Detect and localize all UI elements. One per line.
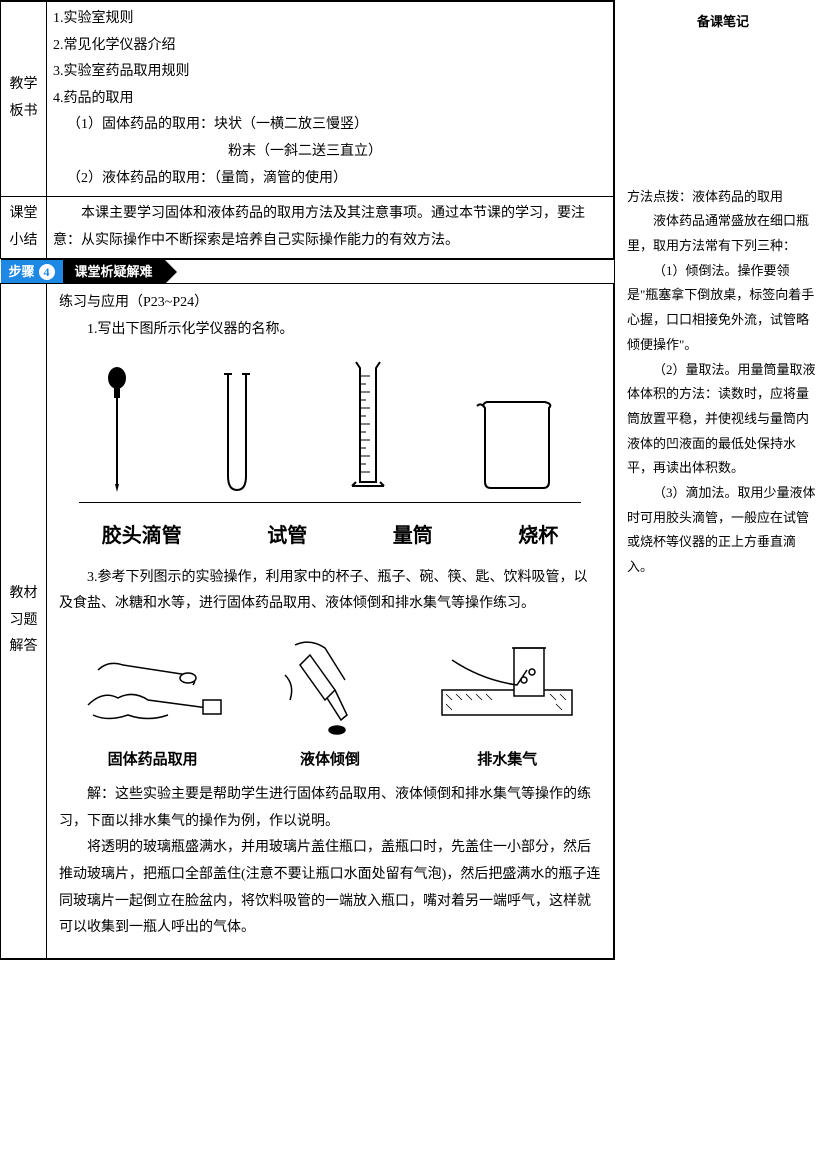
- tb-item-5: （1）固体药品的取用：块状（一横二放三慢竖）: [53, 112, 607, 139]
- op-label-2: 液体倾倒: [265, 746, 395, 775]
- notes-title: 备课笔记: [627, 10, 819, 35]
- inst-label-2: 试管: [267, 517, 307, 555]
- step-bar: 步骤 4 课堂析疑解难: [1, 259, 614, 283]
- pour-op-icon: [265, 630, 395, 740]
- tb-item-3: 3.实验室药品取用规则: [53, 59, 607, 86]
- instrument-dropper: [97, 366, 137, 496]
- op-water: 排水集气: [432, 630, 582, 775]
- teaching-board-label: 教学板书: [1, 2, 47, 197]
- exercise-heading: 练习与应用（P23~P24）: [59, 290, 601, 317]
- answer-para-1: 解：这些实验主要是帮助学生进行固体药品取用、液体倾倒和排水集气等操作的练习，下面…: [59, 782, 601, 835]
- question-3: 3.参考下列图示的实验操作，利用家中的杯子、瓶子、碗、筷、匙、饮料吸管，以及食盐…: [59, 565, 601, 618]
- tb-item-1: 1.实验室规则: [53, 6, 607, 33]
- instruments-row: [59, 356, 601, 496]
- step-tag: 步骤 4: [1, 260, 63, 283]
- inst-label-4: 烧杯: [518, 517, 558, 555]
- tb-item-4: 4.药品的取用: [53, 86, 607, 113]
- instrument-cylinder: [338, 356, 398, 496]
- page-root: 教学板书 1.实验室规则 2.常见化学仪器介绍 3.实验室药品取用规则 4.药品…: [0, 0, 827, 960]
- instrument-labels-row: 胶头滴管 试管 量筒 烧杯: [59, 513, 601, 555]
- sidebar: 备课笔记 方法点拨：液体药品的取用 液体药品通常盛放在细口瓶里，取用方法常有下列…: [615, 0, 827, 960]
- tip-heading: 方法点拨：液体药品的取用: [627, 185, 819, 210]
- op-label-3: 排水集气: [432, 746, 582, 775]
- tb-item-7: （2）液体药品的取用：（量筒，滴管的使用）: [53, 166, 607, 193]
- teaching-board-content: 1.实验室规则 2.常见化学仪器介绍 3.实验室药品取用规则 4.药品的取用 （…: [47, 2, 614, 197]
- cylinder-icon: [338, 356, 398, 496]
- tb-item-2: 2.常见化学仪器介绍: [53, 33, 607, 60]
- op-label-1: 固体药品取用: [78, 746, 228, 775]
- instrument-beaker: [473, 396, 563, 496]
- inst-label-3: 量筒: [393, 517, 433, 555]
- inst-label-1: 胶头滴管: [102, 517, 182, 555]
- instruments-divider: [79, 502, 581, 503]
- instrument-test-tube: [212, 366, 262, 496]
- step-number: 4: [39, 264, 55, 280]
- water-op-icon: [432, 630, 582, 740]
- exercises-content: 练习与应用（P23~P24） 1.写出下图所示化学仪器的名称。: [47, 284, 614, 958]
- step-title: 课堂析疑解难: [63, 260, 165, 283]
- tb-item-6: 粉末（一斜二送三直立）: [53, 139, 607, 166]
- class-summary-content: 本课主要学习固体和液体药品的取用方法及其注意事项。通过本节课的学习，要注意：从实…: [47, 197, 614, 259]
- layout-table: 教学板书 1.实验室规则 2.常见化学仪器介绍 3.实验室药品取用规则 4.药品…: [0, 1, 614, 959]
- class-summary-text: 本课主要学习固体和液体药品的取用方法及其注意事项。通过本节课的学习，要注意：从实…: [53, 206, 585, 248]
- exercises-label: 教材习题解答: [1, 284, 47, 958]
- op-pour: 液体倾倒: [265, 630, 395, 775]
- test-tube-icon: [212, 366, 262, 496]
- beaker-icon: [473, 396, 563, 496]
- step-text: 步骤: [9, 260, 35, 285]
- answer-para-2: 将透明的玻璃瓶盛满水，并用玻璃片盖住瓶口，盖瓶口时，先盖住一小部分，然后推动玻璃…: [59, 835, 601, 941]
- sidebar-p3: （2）量取法。用量筒量取液体体积的方法：读数时，应将量筒放置平稳，并使视线与量筒…: [627, 358, 819, 481]
- step-bar-cell: 步骤 4 课堂析疑解难: [1, 259, 614, 284]
- dropper-icon: [97, 366, 137, 496]
- question-1: 1.写出下图所示化学仪器的名称。: [59, 317, 601, 344]
- class-summary-label: 课堂小结: [1, 197, 47, 259]
- sidebar-p2: （1）倾倒法。操作要领是"瓶塞拿下倒放桌，标签向着手心握，口口相接免外流，试管略…: [627, 259, 819, 358]
- solid-op-icon: [78, 630, 228, 740]
- op-solid: 固体药品取用: [78, 630, 228, 775]
- operations-row: 固体药品取用: [59, 630, 601, 775]
- sidebar-p1: 液体药品通常盛放在细口瓶里，取用方法常有下列三种：: [627, 209, 819, 258]
- main-column: 教学板书 1.实验室规则 2.常见化学仪器介绍 3.实验室药品取用规则 4.药品…: [0, 0, 615, 960]
- sidebar-p4: （3）滴加法。取用少量液体时可用胶头滴管，一般应在试管或烧杯等仪器的正上方垂直滴…: [627, 481, 819, 580]
